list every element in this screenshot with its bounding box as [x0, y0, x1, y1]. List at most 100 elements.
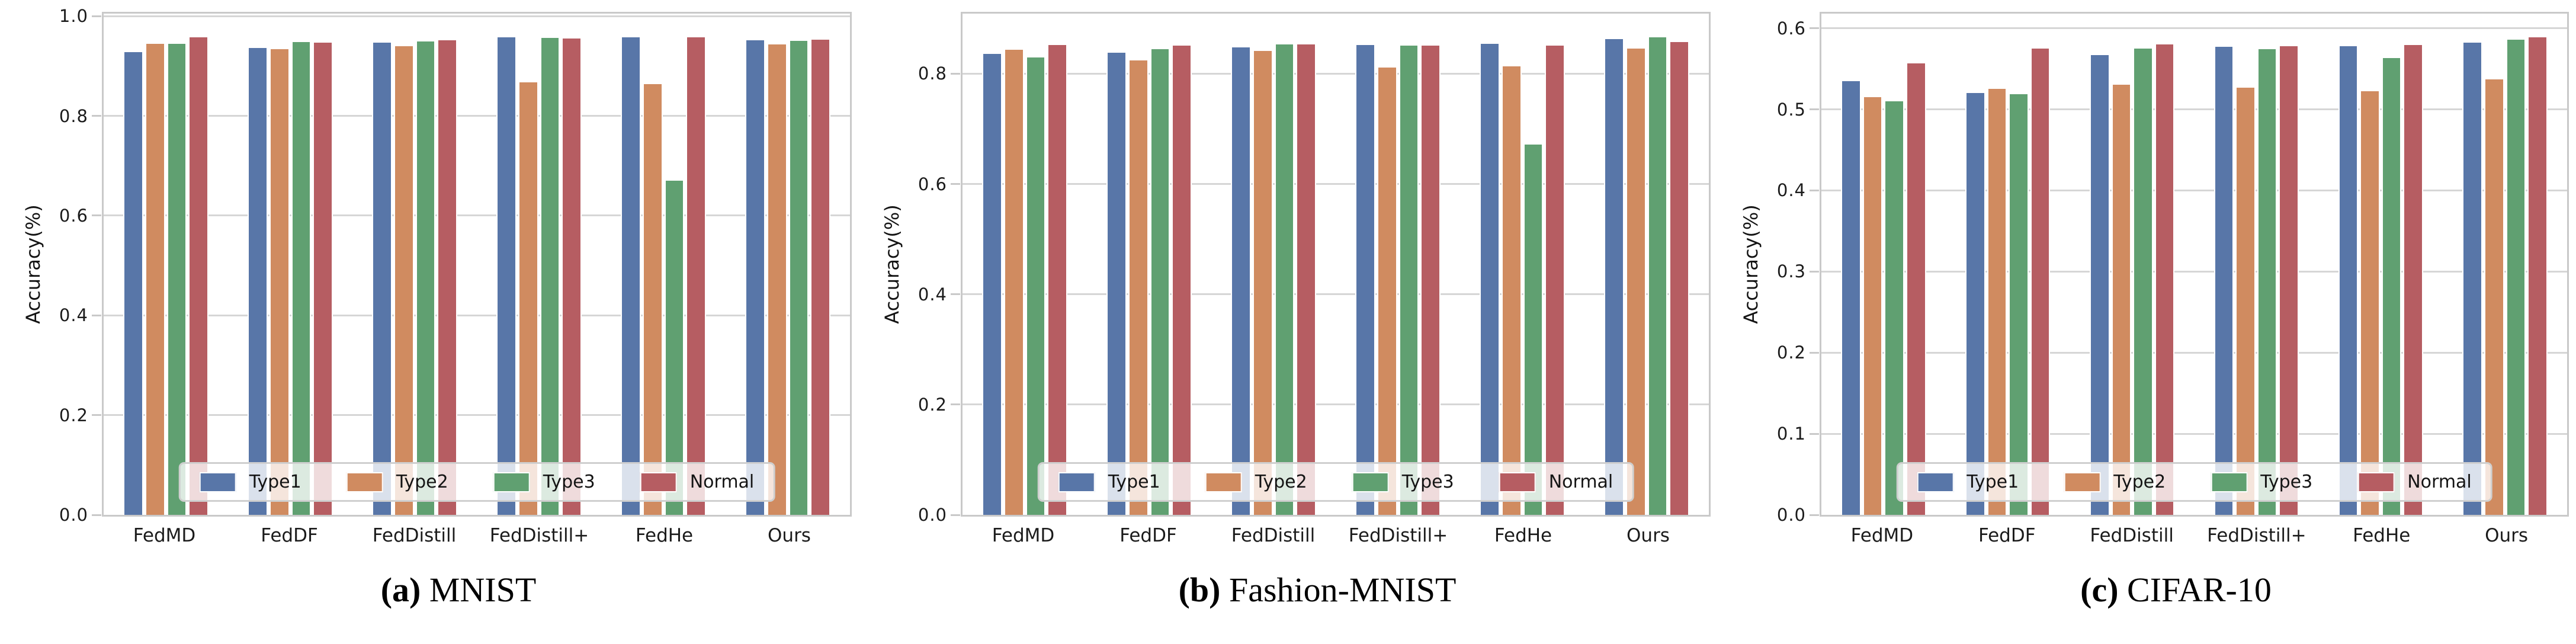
legend-entry-type1: Type1: [1058, 472, 1160, 492]
bar-type1-fedmd: [982, 53, 1002, 515]
gridline: [104, 214, 850, 217]
bar-type2-fedmd: [145, 43, 165, 515]
bar-type1-fedmd: [1841, 81, 1861, 515]
bar-normal-fedhe: [1545, 45, 1565, 515]
caption: (c) CIFAR-10: [2080, 571, 2272, 609]
legend-swatch-normal: [640, 472, 677, 492]
y-tickmark: [1810, 351, 1819, 354]
ytick-label: 0.0: [918, 505, 947, 525]
bar-group-feddistill: [1336, 14, 1460, 515]
bar-group-fedmd: [963, 14, 1087, 515]
bar-type2-feddistill: [2111, 85, 2132, 515]
y-tickmark: [951, 403, 960, 406]
legend-swatch-type1: [199, 472, 236, 492]
bar-type3-ours: [788, 41, 809, 515]
legend-swatch-type2: [346, 472, 383, 492]
bar-type1-feddistill: [372, 42, 392, 515]
panel-fashion-mnist: Accuracy(%) 0.0 0.2 0.4 0.6 0.8 Type1 Type2 Type…: [859, 0, 1718, 644]
legend: Type1 Type2 Type3 Normal: [1037, 462, 1634, 502]
bar-normal-feddf: [1172, 45, 1192, 515]
bar-normal-ours: [1669, 42, 1689, 515]
legend-entry-type2: Type2: [2064, 472, 2166, 492]
bar-normal-fedmd: [1047, 45, 1067, 515]
bar-type1-ours: [1604, 39, 1624, 515]
bar-type3-ours: [2506, 39, 2526, 515]
legend: Type1 Type2 Type3 Normal: [178, 462, 775, 502]
bar-group-feddf: [1087, 14, 1211, 515]
bar-type3-feddistill: [1274, 44, 1295, 515]
ytick-label: 0.4: [59, 305, 88, 326]
bar-type3-fedhe: [2381, 58, 2402, 515]
bar-type1-feddistill: [2089, 55, 2110, 515]
gridline: [1821, 27, 2567, 30]
bar-type1-feddistill: [1231, 47, 1251, 515]
bar-type1-feddistill: [2214, 47, 2234, 515]
bar-normal-feddistill: [2154, 44, 2175, 515]
bars-layer: [963, 14, 1709, 515]
y-tickmark: [1810, 189, 1819, 191]
legend-label-normal: Normal: [2407, 472, 2472, 492]
legend-swatch-normal: [2357, 472, 2395, 492]
bar-type2-fedhe: [642, 84, 663, 515]
y-tickmark: [1810, 27, 1819, 30]
xtick-feddistill: FedDistill: [1231, 525, 1316, 546]
xtick-feddistill: FedDistill+: [1348, 525, 1448, 546]
caption-label: (c): [2080, 571, 2119, 609]
legend-entry-type1: Type1: [1917, 472, 2019, 492]
caption: (a) MNIST: [380, 571, 537, 609]
xtick-fedmd: FedMD: [1850, 525, 1914, 546]
ytick-label: 0.4: [918, 284, 947, 305]
caption: (b) Fashion-MNIST: [1178, 571, 1457, 609]
bar-group-fedhe: [2318, 14, 2443, 515]
bar-type2-fedhe: [2360, 91, 2380, 515]
y-tickmark: [1810, 270, 1819, 273]
bar-type1-fedhe: [2338, 46, 2359, 515]
legend-entry-normal: Normal: [640, 472, 755, 492]
legend-entry-type1: Type1: [199, 472, 301, 492]
legend-label-type2: Type2: [1255, 472, 1307, 492]
ytick-label: 0.6: [918, 174, 947, 194]
xtick-fedhe: FedHe: [635, 525, 694, 546]
gridline: [963, 293, 1709, 296]
y-tickmark: [951, 514, 960, 516]
legend-label-normal: Normal: [689, 472, 755, 492]
bar-normal-fedmd: [188, 37, 208, 515]
bar-type2-feddistill: [518, 82, 538, 515]
legend-label-type3: Type3: [1401, 472, 1454, 492]
bar-group-ours: [2443, 14, 2567, 515]
xtick-ours: Ours: [768, 525, 811, 546]
y-tickmark: [92, 514, 101, 516]
xtick-feddistill: FedDistill: [2090, 525, 2174, 546]
bar-type3-feddf: [2009, 94, 2029, 515]
bar-type3-fedmd: [1025, 57, 1046, 515]
legend-label-type1: Type1: [1108, 472, 1160, 492]
bar-normal-feddistill: [562, 39, 582, 515]
panel-mnist: Accuracy(%) 0.0 0.2 0.4 0.6 0.8 1.0 Type1 Type2 T…: [0, 0, 859, 644]
plot-area: 0.0 0.2 0.4 0.6 0.8 Type1 Type2 Type3 Normal: [918, 12, 1711, 525]
legend-entry-type2: Type2: [346, 472, 448, 492]
bar-type2-feddf: [1128, 60, 1149, 515]
legend-swatch-type1: [1917, 472, 1954, 492]
ytick-label: 0.6: [1776, 18, 1806, 39]
ytick-label: 0.5: [1776, 99, 1806, 120]
ytick-label: 1.0: [59, 6, 88, 27]
bar-normal-feddf: [313, 42, 333, 515]
xtick-feddistill: FedDistill+: [489, 525, 589, 546]
y-tickmark: [92, 15, 101, 17]
legend-swatch-type3: [1352, 472, 1389, 492]
plot-area: 0.0 0.2 0.4 0.6 0.8 1.0 Type1 Type2 Type3 Normal: [59, 6, 852, 525]
legend-label-type2: Type2: [396, 472, 448, 492]
bar-normal-feddistill: [1296, 44, 1316, 515]
xtick-feddistill: FedDistill+: [2207, 525, 2306, 546]
bar-type3-feddf: [291, 41, 312, 515]
bar-normal-fedhe: [2403, 45, 2423, 515]
bar-type1-feddistill: [496, 37, 517, 515]
y-tickmark: [1810, 514, 1819, 516]
bar-group-ours: [726, 14, 850, 515]
bar-type3-feddistill: [2133, 48, 2153, 515]
bar-group-feddistill: [352, 14, 477, 515]
xtick-ours: Ours: [1627, 525, 1670, 546]
bar-type2-feddf: [269, 49, 290, 515]
bar-type3-feddistill: [415, 41, 436, 515]
y-tickmark: [951, 293, 960, 296]
